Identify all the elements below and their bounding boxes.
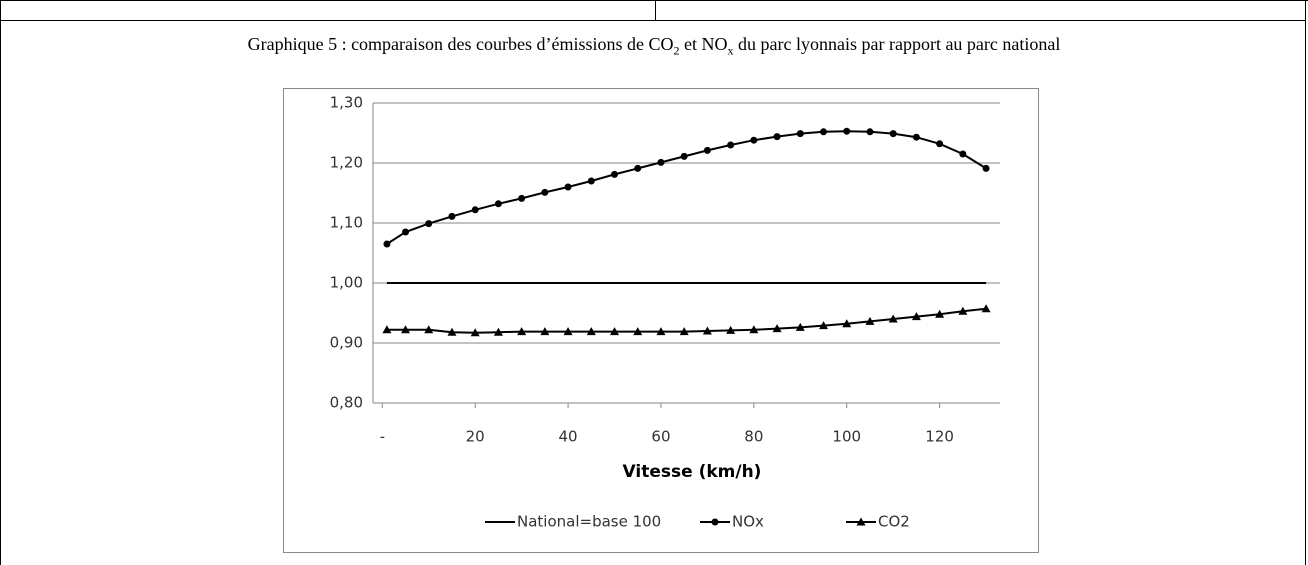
data-point [611,170,619,178]
data-point [587,177,595,185]
data-point [656,327,666,336]
data-point [401,325,411,334]
x-tick-label: 60 [651,428,670,446]
y-tick-label: 1,10 [330,214,363,232]
data-point [494,200,502,208]
data-point [425,220,433,228]
data-point [586,327,596,336]
data-point [634,164,642,172]
data-point [470,328,480,337]
y-tick-label: 1,00 [330,274,363,292]
y-tick-label: 0,80 [330,394,363,412]
data-point [541,188,549,196]
data-point [564,183,572,191]
data-point [866,128,874,136]
legend-label: National=base 100 [517,513,661,531]
caption-text: et NO [679,34,728,54]
legend-marker [856,517,866,526]
data-point [657,158,665,166]
data-point [911,312,921,321]
caption: Graphique 5 : comparaison des courbes d’… [0,34,1308,59]
caption-sub: 2 [673,43,680,58]
data-point [842,319,852,328]
chart-frame [283,88,1039,553]
data-point [703,146,711,154]
data-point [912,133,920,141]
data-point [958,306,968,315]
x-tick-label: 80 [744,428,763,446]
data-point [518,194,526,202]
data-point [796,130,804,138]
data-point [936,140,944,148]
caption-text: Graphique 5 : comparaison des courbes d’… [247,34,674,54]
data-point [959,150,967,158]
y-tick-label: 1,30 [330,94,363,112]
legend-label: CO2 [878,513,910,531]
data-point [982,164,990,172]
y-tick-label: 1,20 [330,154,363,172]
data-point [448,212,456,220]
data-point [820,128,828,136]
data-point [889,130,897,138]
data-point [424,325,434,334]
data-point [749,325,759,334]
data-point [471,206,479,214]
data-point [517,327,527,336]
data-point [888,314,898,323]
caption-sub: x [727,43,734,58]
data-point [382,325,392,334]
data-point [772,324,782,333]
legend-label: NOx [732,513,764,531]
data-point [679,327,689,336]
caption-text: du parc lyonnais par rapport au parc nat… [733,34,1061,54]
data-point [750,136,758,144]
data-point [493,327,503,336]
data-point [935,309,945,318]
data-point [447,327,457,336]
data-point [726,325,736,334]
data-point [843,127,851,135]
x-tick-label: 40 [559,428,578,446]
data-point [540,327,550,336]
data-point [981,304,991,313]
data-point [773,133,781,141]
x-axis-title: Vitesse (km/h) [623,462,762,482]
data-point [563,327,573,336]
x-tick-label: - [380,428,385,446]
legend-marker [711,518,719,526]
x-tick-label: 20 [466,428,485,446]
data-point [702,326,712,335]
data-point [383,240,391,248]
data-point [402,228,410,236]
x-tick-label: 100 [832,428,861,446]
data-point [865,316,875,325]
data-point [727,141,735,149]
data-point [633,327,643,336]
data-point [795,322,805,331]
x-tick-label: 120 [925,428,954,446]
y-tick-label: 0,90 [330,334,363,352]
data-point [680,152,688,160]
data-point [819,321,829,330]
data-point [610,327,620,336]
